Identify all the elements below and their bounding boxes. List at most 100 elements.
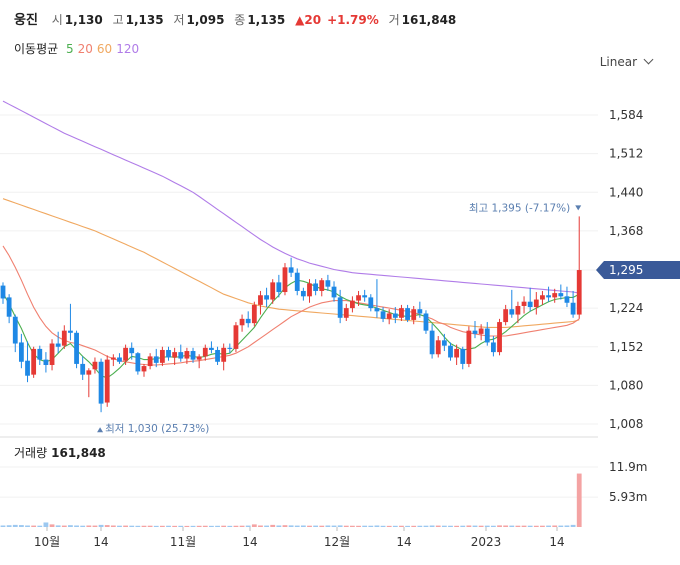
volume-bar [270,524,276,527]
candle-body [411,309,417,320]
candle-body [540,295,545,300]
volume-bar [576,473,582,527]
candle-body [270,282,276,300]
volume-bar [258,525,263,527]
open-value: 1,130 [64,13,103,27]
candle-body [110,357,116,360]
candle-body [129,347,135,354]
candle-body [386,313,392,319]
volume-bars [0,473,582,527]
candle-body [98,361,104,404]
candle-body [515,305,521,315]
volume-bar [98,524,104,527]
candle-body [423,313,429,331]
volume-bar [55,525,61,527]
low-label: 저 [173,13,185,27]
volume-bar [521,525,527,527]
candle-body [233,325,239,349]
candle-body [37,348,43,360]
price-gridlines [0,114,598,425]
volume-bar [147,525,153,527]
candle-body [399,308,404,318]
volume-bar [294,525,300,527]
stock-name: 웅진 [14,13,38,28]
candle-body [172,352,178,358]
candle-body [258,295,263,305]
volume-bar [399,525,404,527]
time-tick-label: 14 [549,535,564,549]
volume-bar [380,525,386,527]
volume-bar [227,525,233,527]
candle-body [68,330,73,333]
moving-average-legend: 이동평균 5 20 60 120 [14,40,143,57]
volume-bar [31,525,37,527]
candlesticks [0,216,582,413]
candle-body [294,272,300,291]
candle-body [558,293,564,297]
candle-body [325,280,331,287]
candle-body [313,283,319,291]
volume-gridlines [0,466,598,498]
volume-bar [172,525,178,527]
price-tick-label: 1,368 [609,224,643,238]
volume-bar [166,525,171,527]
candle-body [576,270,582,315]
moving-average-lines [2,100,580,379]
volume-bar [49,524,55,527]
close-value: 1,135 [247,13,286,27]
volume-bar [417,525,423,527]
volume-bar [276,525,282,527]
candle-body [190,351,196,360]
candle-body [521,301,527,306]
candle-body [288,267,294,273]
candle-body [454,348,460,358]
volume-bar [374,525,380,527]
volume-bar [221,525,227,527]
volume-bar [18,525,24,527]
scale-select-value: Linear [599,55,637,69]
ma-legend-title: 이동평균 [14,42,59,56]
volume-bar [12,524,18,527]
candle-body [153,356,159,363]
candle-body [343,308,349,318]
volume-bar [233,525,239,527]
price-tick-label: 1,152 [609,340,643,354]
scale-select[interactable]: Linear [599,54,654,69]
volume-bar [343,525,349,527]
volume-bar [264,525,269,527]
min-price-annotation: 최저 1,030 (25.73%) [105,423,209,435]
volume-bar [141,525,147,527]
volume-axis: 11.9m 5.93m [609,460,647,504]
candle-body [215,349,220,362]
volume-bar [209,525,214,527]
volume-bar [184,525,190,527]
open-label: 시 [51,13,63,27]
candle-body [300,290,306,297]
volume-bar [423,525,429,527]
volume-bar [110,525,116,527]
candle-body [104,359,110,403]
candle-body [239,318,245,326]
ma-legend-period-5: 5 [66,42,74,56]
candle-body [503,309,509,323]
max-price-annotation: 최고 1,395 (-7.17%) [469,202,570,214]
candle-body [80,363,86,375]
volume-bar [215,525,220,527]
volume-bar [104,525,110,527]
volume-bar [350,525,355,527]
time-tick-label: 14 [396,535,411,549]
chart-annotations: 최고 1,395 (-7.17%) 최저 1,030 (25.73%) 1,295 [97,202,680,435]
volume-bar [178,525,184,527]
volume-bar [460,525,466,527]
candle-body [147,356,153,367]
volume-bar [331,525,337,527]
candle-body [478,328,484,334]
volume-bar [325,525,331,527]
volume-bar [74,525,79,527]
ma-legend-period-120: 120 [116,42,140,56]
candle-body [307,283,312,297]
volume-bar [307,525,312,527]
change-percent: +1.79% [327,13,379,27]
volume-bar [386,525,392,527]
